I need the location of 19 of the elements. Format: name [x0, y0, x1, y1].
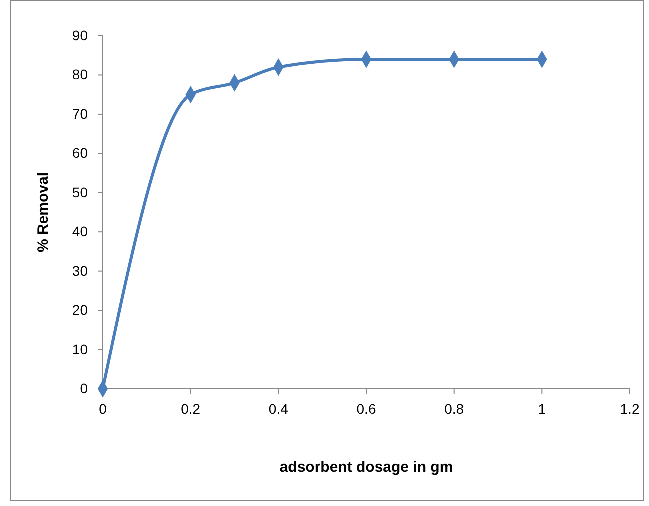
x-tick-label: 0 — [99, 400, 108, 417]
x-tick-label: 0.2 — [181, 400, 201, 417]
y-tick-label: 10 — [72, 341, 88, 358]
x-tick-label: 0.6 — [356, 400, 376, 417]
x-tick-label: 0.4 — [268, 400, 289, 417]
y-tick-label: 20 — [72, 302, 88, 318]
y-tick-label: 70 — [72, 106, 88, 122]
y-tick-label: 30 — [72, 262, 88, 279]
y-axis-title: % Removal — [35, 172, 52, 253]
x-tick-label: 0.8 — [444, 400, 464, 417]
y-tick-label: 50 — [72, 184, 88, 200]
x-tick-label: 1.2 — [620, 400, 640, 417]
y-tick-label: 80 — [72, 66, 88, 83]
y-tick-label: 40 — [72, 224, 88, 240]
y-tick-label: 60 — [72, 145, 88, 162]
y-tick-label: 90 — [72, 27, 88, 44]
x-tick-label: 1 — [538, 400, 546, 417]
y-tick-label: 0 — [80, 380, 88, 396]
x-axis-title: adsorbent dosage in gm — [280, 459, 454, 476]
